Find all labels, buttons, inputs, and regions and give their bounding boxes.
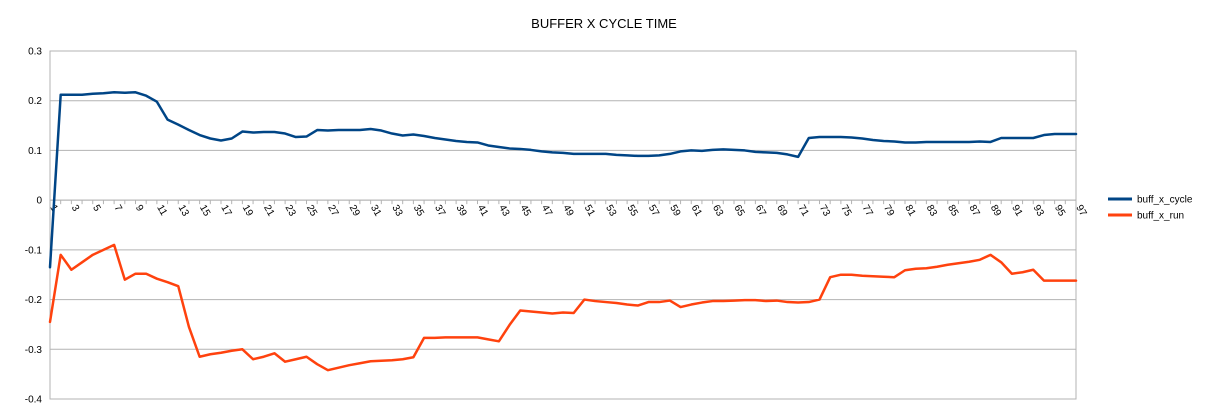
legend: buff_x_cycle buff_x_run — [1108, 195, 1193, 222]
x-tick-label: 13 — [176, 203, 191, 219]
x-tick-label: 19 — [240, 203, 255, 219]
x-tick-label: 59 — [667, 203, 682, 219]
y-tick-label: -0.1 — [25, 245, 43, 256]
x-tick-label: 17 — [218, 203, 233, 219]
x-tick-label: 25 — [304, 203, 319, 219]
x-tick-label: 95 — [1052, 203, 1067, 219]
x-tick-label: 63 — [710, 203, 725, 219]
x-tick-label: 5 — [90, 203, 103, 214]
x-tick-label: 11 — [154, 203, 169, 218]
x-tick-label: 33 — [389, 203, 404, 219]
x-tick-label: 87 — [967, 203, 982, 219]
x-tick-label: 65 — [731, 203, 746, 219]
x-tick-label: 89 — [988, 203, 1003, 219]
x-tick-label: 51 — [582, 203, 597, 219]
x-tick-label: 23 — [283, 203, 298, 219]
y-tick-label: 0 — [36, 196, 42, 207]
x-tick-label: 83 — [924, 203, 939, 219]
legend-label: buff_x_cycle — [1137, 195, 1193, 206]
x-tick-label: 35 — [411, 203, 426, 219]
x-tick-label: 39 — [454, 203, 469, 219]
x-tick-label: 37 — [432, 203, 447, 219]
plot-area — [49, 50, 1077, 400]
x-tick-label: 3 — [69, 203, 82, 214]
x-tick-label: 55 — [625, 203, 640, 219]
legend-label: buff_x_run — [1137, 211, 1184, 222]
x-tick-label: 49 — [560, 203, 575, 219]
x-tick-label: 41 — [475, 203, 490, 219]
y-tick-label: 0.2 — [28, 96, 42, 107]
x-tick-label: 21 — [261, 203, 276, 219]
axes — [49, 199, 1077, 205]
x-tick-label: 69 — [774, 203, 789, 219]
x-tick-label: 79 — [881, 203, 896, 219]
x-tick-label: 27 — [325, 203, 340, 219]
x-tick-label: 91 — [1009, 203, 1024, 219]
x-tick-label: 53 — [603, 203, 618, 219]
y-tick-label: -0.3 — [25, 345, 43, 356]
x-tick-label: 61 — [689, 203, 704, 219]
y-tick-label: -0.4 — [25, 395, 43, 406]
x-tick-label: 71 — [796, 203, 811, 219]
x-tick-label: 43 — [496, 203, 511, 219]
x-tick-label: 67 — [753, 203, 768, 219]
x-tick-label: 47 — [539, 203, 554, 219]
x-tick-label: 75 — [838, 203, 853, 219]
series-lines — [48, 91, 1078, 372]
y-tick-label: 0.1 — [28, 146, 42, 157]
gridlines — [50, 50, 1076, 400]
x-tick-label: 77 — [860, 203, 875, 219]
x-tick-label: 15 — [197, 203, 212, 219]
x-tick-label: 85 — [945, 203, 960, 219]
x-tick-label: 9 — [133, 203, 146, 214]
x-tick-label: 73 — [817, 203, 832, 219]
y-tick-label: 0.3 — [28, 47, 42, 58]
x-tick-labels: 1 3 5 7 9 1 1 1 3 15 17 19 21 23 25 27 29 31 33 35 37 39 41 43 4… — [47, 203, 1088, 219]
x-tick-label: 57 — [646, 203, 661, 219]
series-line-buff_x_run — [48, 243, 1078, 372]
x-tick-label: 97 — [1073, 203, 1088, 219]
series-line-buff_x_cycle — [48, 91, 1078, 269]
chart-title: BUFFER X CYCLE TIME — [531, 16, 677, 31]
y-tick-label: -0.2 — [25, 295, 43, 306]
x-tick-label: 31 — [368, 203, 383, 219]
x-tick-label: 29 — [347, 203, 362, 219]
x-tick-label: 7 — [112, 203, 125, 214]
y-tick-labels: 0.3 0.2 0.1 0 -0.1 -0.2 -0.3 -0.4 — [25, 47, 43, 406]
x-tick-label: 93 — [1031, 203, 1046, 219]
x-tick-label: 81 — [902, 203, 917, 219]
x-tick-label: 45 — [518, 203, 533, 219]
